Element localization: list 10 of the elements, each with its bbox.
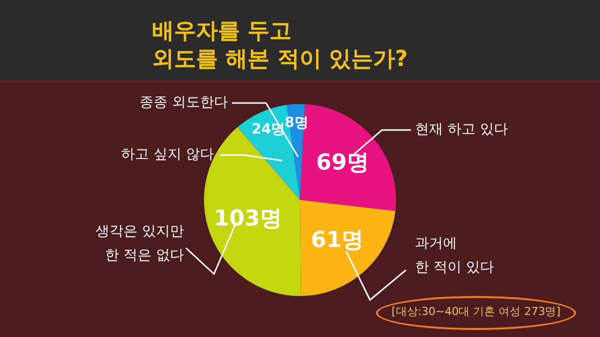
slice-label: 하고 싶지 않다 bbox=[121, 146, 214, 163]
data-label: 69명 bbox=[316, 150, 369, 176]
data-label: 61명 bbox=[310, 228, 364, 254]
slice-label: 생각은 있지만 한 적은 없다 bbox=[96, 224, 184, 264]
chart-title: 배우자를 두고 외도를 해본 적이 있는가? bbox=[152, 18, 408, 74]
slice-label: 과거에 한 적이 있다 bbox=[415, 236, 494, 276]
slice-label: 종종 외도한다 bbox=[140, 94, 228, 111]
slice-label: 현재 하고 있다 bbox=[415, 122, 508, 138]
data-label: 103명 bbox=[214, 206, 282, 232]
text: [대상:30~40대 기혼 여성 273명] bbox=[390, 304, 562, 319]
